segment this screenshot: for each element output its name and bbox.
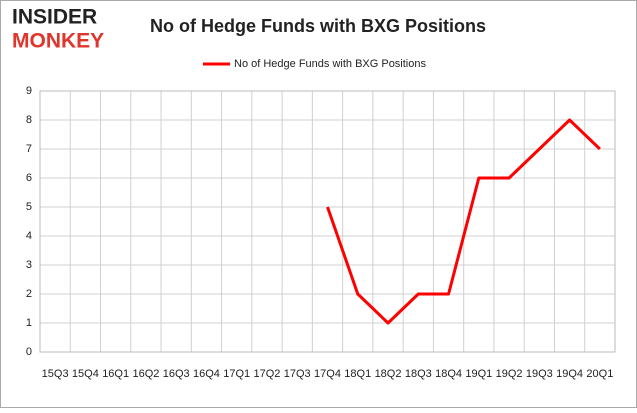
y-tick-label: 5 [26, 201, 32, 213]
y-tick-label: 9 [26, 85, 32, 97]
y-tick-label: 8 [26, 114, 32, 126]
y-tick-label: 6 [26, 172, 32, 184]
x-tick-label: 16Q2 [132, 368, 159, 380]
y-tick-label: 0 [26, 346, 32, 358]
x-tick-label: 15Q3 [42, 368, 69, 380]
series-line [326, 118, 601, 325]
x-tick-label: 16Q3 [163, 368, 190, 380]
y-tick-label: 4 [26, 230, 32, 242]
x-tick-label: 17Q2 [254, 368, 281, 380]
x-tick-label: 18Q3 [405, 368, 432, 380]
x-tick-label: 15Q4 [72, 368, 99, 380]
x-tick-label: 17Q1 [223, 368, 250, 380]
y-tick-label: 1 [26, 317, 32, 329]
y-tick-label: 2 [26, 288, 32, 300]
x-tick-label: 20Q1 [586, 368, 613, 380]
x-tick-label: 19Q2 [496, 368, 523, 380]
plot-border [39, 90, 616, 353]
y-tick-label: 7 [26, 143, 32, 155]
x-tick-label: 16Q4 [193, 368, 220, 380]
x-tick-label: 16Q1 [102, 368, 129, 380]
x-tick-label: 18Q2 [375, 368, 402, 380]
x-tick-label: 19Q4 [556, 368, 583, 380]
x-tick-label: 18Q1 [344, 368, 371, 380]
x-tick-label: 17Q3 [284, 368, 311, 380]
legend-label: No of Hedge Funds with BXG Positions [234, 58, 426, 70]
x-tick-label: 18Q4 [435, 368, 462, 380]
x-tick-label: 17Q4 [314, 368, 341, 380]
chart-title: No of Hedge Funds with BXG Positions [150, 16, 486, 36]
x-tick-label: 19Q1 [465, 368, 492, 380]
logo-bottom: MONKEY [12, 30, 104, 53]
x-tick-label: 19Q3 [526, 368, 553, 380]
y-tick-label: 3 [26, 259, 32, 271]
logo-top: INSIDER [12, 6, 97, 29]
